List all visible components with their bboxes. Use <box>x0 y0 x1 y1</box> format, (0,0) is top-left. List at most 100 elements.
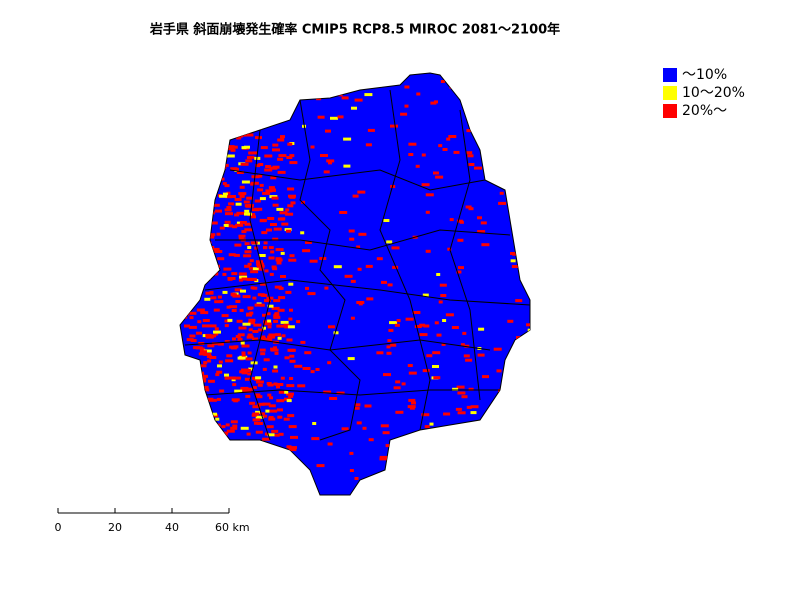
risk-cell <box>262 402 271 406</box>
risk-cell <box>208 398 217 402</box>
risk-cell <box>269 166 278 170</box>
risk-cell <box>273 365 278 369</box>
risk-cell <box>259 197 266 201</box>
risk-cell <box>246 432 251 436</box>
risk-cell <box>268 186 275 190</box>
risk-cell <box>488 123 497 127</box>
risk-cell <box>197 147 202 150</box>
risk-cell <box>240 426 249 430</box>
risk-cell <box>237 333 245 337</box>
risk-cell <box>500 89 508 93</box>
risk-cell <box>376 257 383 261</box>
risk-cell <box>382 431 390 435</box>
risk-cell <box>233 145 238 149</box>
risk-cell <box>234 446 242 450</box>
risk-cell <box>226 429 235 433</box>
risk-cell <box>223 267 232 271</box>
risk-cell <box>199 412 205 416</box>
risk-cell <box>236 171 244 174</box>
risk-cell <box>190 179 199 183</box>
scale-bar: 0 20 40 60 km <box>55 508 250 534</box>
risk-cell <box>206 464 212 468</box>
risk-cell <box>232 167 239 171</box>
risk-cell <box>216 397 221 401</box>
risk-cell <box>356 245 361 249</box>
risk-cell <box>250 241 258 245</box>
risk-cell <box>277 170 286 174</box>
risk-cell <box>188 217 195 221</box>
risk-cell <box>227 318 233 322</box>
risk-cell <box>294 364 303 368</box>
risk-cell <box>254 246 259 250</box>
risk-cell <box>207 379 215 383</box>
risk-cell <box>324 286 329 290</box>
risk-cell <box>214 248 220 252</box>
risk-cell <box>207 253 215 257</box>
risk-cell <box>354 406 360 410</box>
risk-cell <box>365 264 373 268</box>
risk-cell <box>215 209 222 213</box>
risk-cell <box>264 154 273 158</box>
risk-cell <box>203 162 211 166</box>
risk-cell <box>336 391 345 395</box>
risk-cell <box>188 184 193 188</box>
risk-cell <box>327 442 333 446</box>
risk-cell <box>277 336 282 340</box>
risk-cell <box>358 302 363 306</box>
risk-cell <box>188 443 194 447</box>
risk-cell <box>456 385 465 389</box>
risk-cell <box>189 435 198 439</box>
risk-cell <box>186 338 194 342</box>
risk-cell <box>519 91 524 95</box>
risk-cell <box>278 154 287 158</box>
risk-cell <box>389 321 398 325</box>
risk-cell <box>227 277 233 281</box>
risk-cell <box>230 292 236 296</box>
risk-cell <box>388 328 394 332</box>
risk-cell <box>257 188 264 192</box>
risk-cell <box>288 461 295 465</box>
risk-cell <box>215 417 220 421</box>
risk-cell <box>181 149 189 153</box>
risk-cell <box>247 333 252 337</box>
risk-cell <box>350 279 356 283</box>
risk-cell <box>219 226 225 230</box>
risk-cell <box>349 451 354 455</box>
risk-cell <box>201 415 210 419</box>
risk-cell <box>418 460 423 464</box>
risk-cell <box>244 250 252 254</box>
risk-cell <box>273 314 280 318</box>
risk-cell <box>460 83 468 87</box>
risk-cell <box>290 99 297 103</box>
risk-cell <box>188 287 195 291</box>
risk-cell <box>513 133 519 137</box>
risk-cell <box>494 436 500 440</box>
risk-cell <box>268 333 276 337</box>
risk-cell <box>289 348 296 352</box>
risk-cell <box>343 164 351 168</box>
risk-cell <box>206 256 215 260</box>
risk-cell <box>261 337 266 341</box>
risk-cell <box>263 322 272 326</box>
risk-cell <box>263 414 268 418</box>
risk-cell <box>290 201 296 205</box>
risk-cell <box>269 409 278 413</box>
risk-cell <box>393 386 401 390</box>
risk-cell <box>203 135 208 139</box>
risk-cell <box>245 357 253 361</box>
risk-cell <box>272 203 279 207</box>
risk-cell <box>255 430 263 434</box>
risk-cell <box>198 352 205 356</box>
risk-cell <box>349 237 355 241</box>
risk-cell <box>480 221 487 225</box>
risk-cell <box>267 325 272 329</box>
risk-cell <box>280 251 285 255</box>
risk-cell <box>232 376 241 380</box>
risk-cell <box>235 202 242 206</box>
risk-cell <box>270 348 279 352</box>
risk-cell <box>238 192 247 196</box>
risk-cell <box>394 323 400 327</box>
boundary <box>379 89 431 431</box>
risk-cell <box>273 299 281 303</box>
risk-cell <box>256 117 261 121</box>
